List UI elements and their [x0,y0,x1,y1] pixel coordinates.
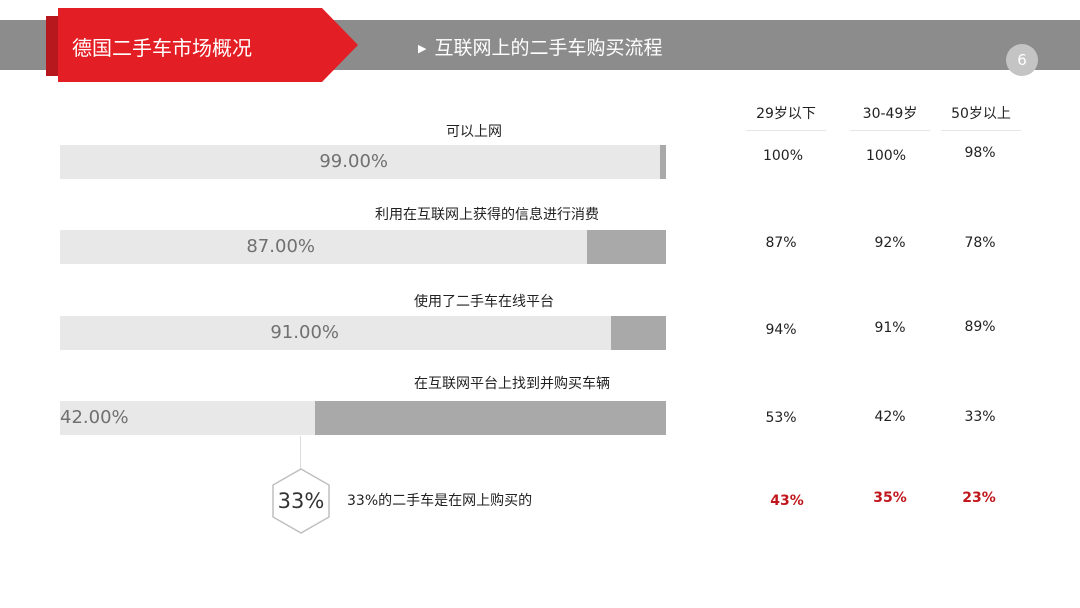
bar-track: 99.00% [60,145,666,179]
cell-row4-under-29: 53% [765,410,797,426]
bar-value-label: 91.00% [270,322,339,343]
bar-value-label: 87.00% [246,236,315,257]
cell-row1-under-29: 100% [762,148,804,164]
bar [60,401,315,435]
bar [60,230,587,264]
title-tab [58,8,358,82]
cell-row4-over-50: 33% [964,409,996,425]
row-label: 在互联网平台上找到并购买车辆 [414,376,610,392]
cell-row2-under-29: 87% [765,235,797,251]
column-header-under-29: 29岁以下 [746,98,826,131]
row-label: 利用在互联网上获得的信息进行消费 [375,207,599,223]
section-title: 德国二手车市场概况 [72,36,252,60]
cell-row2-30-49: 92% [874,235,906,251]
column-header-over-50: 50岁以上 [941,98,1021,131]
cell-row3-30-49: 91% [874,320,906,336]
cell-row3-over-50: 89% [964,319,996,335]
cell-row3-under-29: 94% [765,322,797,338]
bar-value-label: 99.00% [319,151,388,172]
cell-row1-30-49: 100% [865,148,907,164]
cell-row2-over-50: 78% [964,235,996,251]
subtitle-text: 互联网上的二手车购买流程 [434,37,663,59]
slide-subtitle: ▶ 互联网上的二手车购买流程 [418,30,662,66]
bar-track: 91.00% [60,316,666,350]
page-number: 6 [1006,44,1038,76]
row-label: 可以上网 [446,124,502,140]
hexagon-icon [272,468,330,534]
cell-row4-30-49: 42% [874,409,906,425]
summary-30-49: 35% [873,490,907,506]
hexagon-badge-value: 33% [277,489,325,513]
connector-line [300,436,301,470]
cell-row1-over-50: 98% [964,145,996,161]
column-header-30-49: 30-49岁 [850,98,930,131]
bar [60,145,660,179]
bar-value-label: 42.00% [60,407,129,428]
bar-track: 42.00% [60,401,666,435]
triangle-bullet-icon: ▶ [418,42,427,55]
bar [60,316,611,350]
summary-under-29: 43% [770,493,804,509]
hexagon-badge: 33% [271,468,331,534]
summary-over-50: 23% [962,490,996,506]
summary-text: 33%的二手车是在网上购买的 [347,493,533,509]
bar-track: 87.00% [60,230,666,264]
row-label: 使用了二手车在线平台 [414,294,554,310]
